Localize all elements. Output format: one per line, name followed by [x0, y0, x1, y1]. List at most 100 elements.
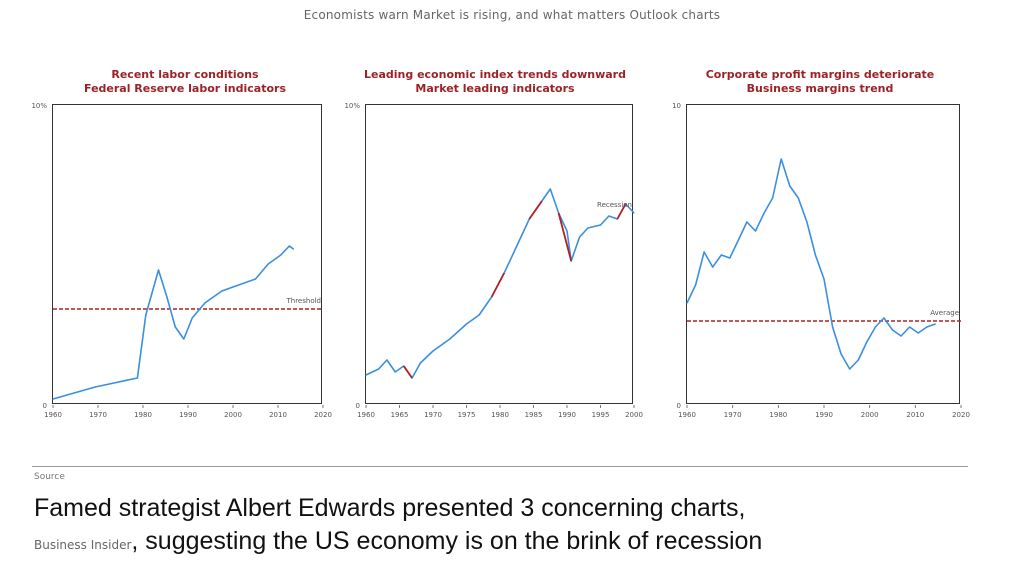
data-point — [633, 212, 635, 214]
data-point — [857, 359, 859, 361]
x-tick-label: 1990 — [558, 411, 576, 419]
y-tick-label: 0 — [356, 402, 360, 410]
reference-label: Average — [930, 309, 959, 317]
data-point — [840, 353, 842, 355]
highlight-segment — [490, 272, 505, 298]
chart-2-title: Leading economic index trends downward M… — [360, 68, 630, 96]
data-point — [754, 230, 757, 232]
data-point — [883, 317, 885, 319]
chart-2-plot-area: 10% 0 1960 1965 1970 1975 1980 1985 1990 1995 2000… — [344, 102, 642, 419]
x-tick-label: 2000 — [625, 411, 643, 419]
data-point — [587, 227, 589, 229]
data-point — [221, 290, 223, 292]
data-point — [365, 374, 367, 376]
source-label: Source — [34, 472, 65, 482]
data-point — [378, 368, 380, 370]
data-point — [703, 251, 705, 253]
data-point — [712, 266, 714, 268]
data-point — [900, 335, 902, 337]
x-tick-label: 1970 — [89, 411, 107, 419]
data-point — [874, 326, 876, 328]
data-point — [917, 332, 919, 334]
byline: Business Insider — [34, 538, 132, 552]
data-point — [746, 221, 748, 223]
data-point — [729, 257, 731, 259]
data-point — [579, 236, 581, 238]
data-point — [780, 158, 782, 160]
data-point — [204, 302, 206, 304]
data-point — [191, 317, 193, 319]
x-tick-label: 2000 — [861, 411, 879, 419]
data-point — [174, 326, 176, 328]
data-point — [737, 239, 739, 241]
data-point — [288, 245, 290, 247]
data-point — [166, 296, 168, 298]
headline-line-2-text: , suggesting the US economy is on the br… — [131, 527, 763, 555]
data-point — [280, 254, 282, 256]
data-point — [814, 254, 816, 256]
chart-3-title-line2: Business margins trend — [746, 82, 894, 95]
data-point — [267, 263, 269, 265]
data-point — [695, 284, 697, 286]
data-point — [394, 371, 396, 373]
series-line — [686, 158, 936, 370]
data-point — [909, 326, 911, 328]
chart-3-title-line1: Corporate profit margins deteriorate — [705, 68, 935, 81]
data-point — [238, 284, 240, 286]
x-tick-label: 1970 — [724, 411, 742, 419]
highlight-segment — [616, 203, 627, 220]
highlight-segment — [528, 200, 543, 220]
data-point — [849, 368, 851, 370]
data-point — [806, 221, 808, 223]
series-line — [365, 188, 635, 379]
y-tick-label: 0 — [43, 402, 47, 410]
data-point — [516, 245, 518, 247]
data-point — [449, 338, 451, 340]
data-point — [386, 359, 388, 361]
x-tick-label: 1960 — [357, 411, 375, 419]
x-tick-label: 1970 — [424, 411, 442, 419]
data-point — [566, 230, 568, 232]
data-point — [772, 197, 774, 199]
data-point — [94, 386, 96, 388]
x-tick-label: 1965 — [391, 411, 409, 419]
chart-1-title-line2: Federal Reserve labor indicators — [84, 82, 286, 95]
data-point — [145, 314, 147, 316]
headline-line-1: Famed strategist Albert Edwards presente… — [34, 494, 746, 522]
x-tick-label: 2000 — [224, 411, 242, 419]
x-tick-label: 1980 — [491, 411, 509, 419]
data-point — [183, 338, 185, 340]
data-point — [292, 248, 295, 250]
y-tick-label: 10% — [31, 102, 47, 110]
data-point — [866, 341, 868, 343]
page-top-title: Economists warn Market is rising, and wh… — [303, 8, 721, 22]
chart-2-title-line1: Leading economic index trends downward — [364, 68, 626, 81]
data-point — [157, 269, 160, 271]
data-point — [789, 185, 791, 187]
chart-3-plot-area: 10 0 1960 1970 1980 1990 2000 2010 2020 Average — [672, 102, 970, 419]
data-point — [254, 278, 257, 280]
data-point — [52, 398, 54, 400]
x-tick-label: 1980 — [769, 411, 787, 419]
chart-2-title-line2: Market leading indicators — [415, 82, 575, 95]
x-tick-label: 2020 — [314, 411, 332, 419]
chart-1-title: Recent labor conditions Federal Reserve … — [60, 68, 310, 96]
chart-3-title: Corporate profit margins deteriorate Bus… — [690, 68, 950, 96]
series-line — [52, 245, 294, 400]
x-tick-label: 1990 — [179, 411, 197, 419]
data-point — [891, 329, 894, 331]
data-point — [549, 188, 551, 190]
data-point — [608, 215, 610, 217]
data-point — [832, 326, 834, 328]
data-point — [720, 254, 722, 256]
data-point — [763, 212, 765, 214]
highlight-segment — [402, 365, 413, 379]
x-tick-label: 1960 — [678, 411, 696, 419]
footer-divider — [32, 466, 968, 467]
x-tick-label: 2010 — [906, 411, 924, 419]
data-point — [823, 278, 825, 280]
x-tick-label: 1990 — [815, 411, 833, 419]
